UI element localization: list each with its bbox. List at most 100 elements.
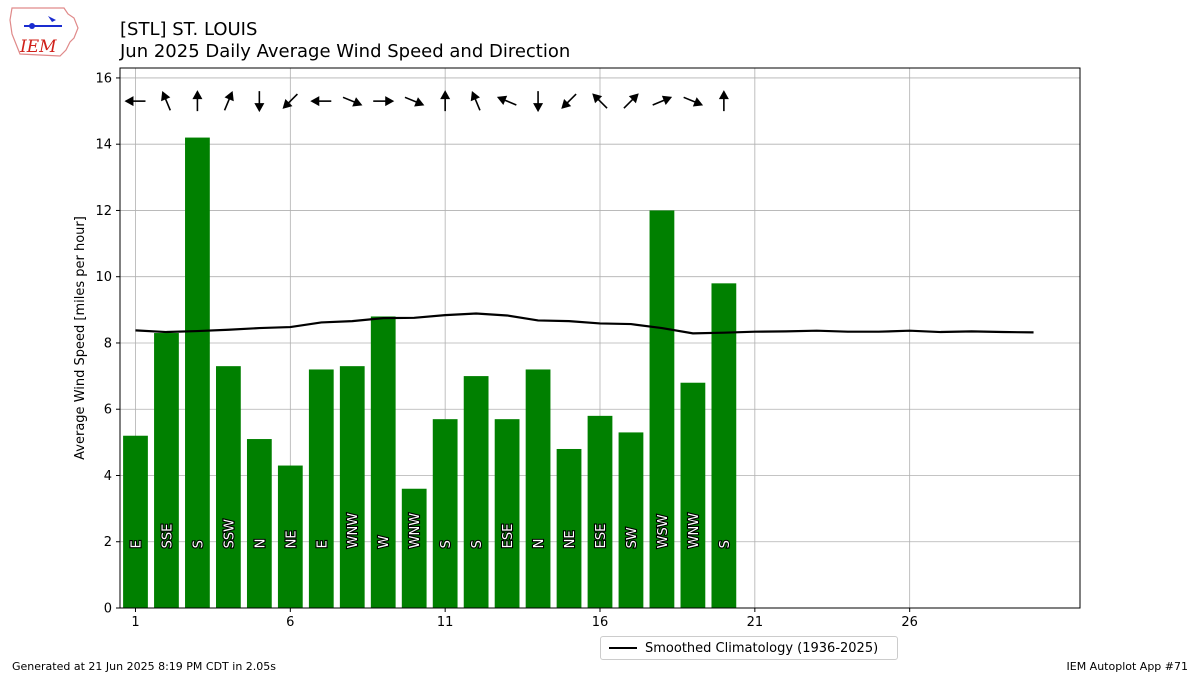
bar [370, 316, 396, 608]
bar [277, 465, 303, 608]
direction-label: WSW [656, 514, 671, 548]
bar [432, 419, 458, 608]
y-axis-label: Average Wind Speed [miles per hour] [73, 216, 88, 460]
axes [116, 67, 1081, 612]
direction-label: SSW [222, 519, 237, 549]
arrow-shaft [596, 97, 608, 109]
direction-label: N [253, 539, 268, 549]
chart-subtitle: Jun 2025 Daily Average Wind Speed and Di… [119, 41, 570, 62]
direction-arrows [124, 90, 729, 113]
arrow-shaft [404, 96, 419, 104]
y-tick-label: 12 [95, 204, 112, 219]
direction-arrow [623, 93, 639, 109]
bar [587, 415, 613, 608]
legend-line-swatch [609, 647, 637, 649]
direction-label: S [470, 540, 485, 548]
y-tick-label: 10 [95, 270, 112, 285]
direction-arrow [561, 93, 577, 109]
arrow-shaft [652, 98, 666, 106]
bar [246, 439, 272, 608]
bar-series [123, 137, 737, 609]
direction-label: WNW [408, 513, 423, 549]
bar [525, 369, 551, 608]
direction-label: WNW [346, 513, 361, 549]
direction-label: SSE [160, 524, 175, 549]
footer-app-id: IEM Autoplot App #71 [1066, 660, 1189, 673]
arrow-shaft [503, 98, 517, 106]
iem-logo: IEM [9, 7, 79, 57]
y-tick-label: 6 [104, 403, 112, 418]
arrow-head-icon [692, 97, 704, 107]
y-tick-label: 14 [95, 138, 112, 153]
arrow-head-icon [533, 103, 544, 113]
bar [154, 333, 179, 608]
logo-station-icon [29, 23, 35, 29]
arrow-head-icon [661, 95, 673, 105]
direction-arrow [592, 93, 608, 109]
x-tick-label: 26 [901, 615, 918, 630]
arrow-head-icon [310, 96, 320, 107]
arrow-shaft [683, 96, 697, 104]
direction-arrow [342, 96, 363, 107]
bar [618, 432, 644, 608]
direction-label: E [315, 540, 330, 548]
bar [649, 210, 675, 609]
arrow-head-icon [161, 90, 171, 102]
y-tick-label: 2 [104, 535, 112, 550]
x-tick-label: 11 [437, 615, 454, 630]
bar [494, 419, 520, 608]
direction-label: N [532, 539, 547, 549]
direction-label: W [377, 535, 392, 548]
arrow-head-icon [385, 96, 395, 107]
bar [401, 488, 427, 608]
arrow-shaft [473, 97, 481, 111]
arrow-head-icon [124, 96, 134, 107]
direction-arrow [223, 90, 234, 111]
climatology-line [135, 312, 1034, 335]
chart-title: [STL] ST. LOUIS [120, 19, 257, 40]
direction-arrow [470, 90, 481, 111]
x-tick-label: 1 [131, 615, 139, 630]
arrow-head-icon [470, 90, 480, 102]
arrow-shaft [623, 97, 635, 109]
bar [339, 366, 365, 608]
direction-label: ESE [501, 524, 516, 549]
arrow-shaft [223, 97, 231, 111]
bar [216, 366, 241, 608]
direction-arrow [192, 90, 203, 112]
arrow-shaft [565, 93, 577, 105]
direction-arrow [652, 95, 673, 106]
bar [711, 283, 737, 608]
legend: Smoothed Climatology (1936-2025) [600, 636, 898, 660]
direction-arrow [404, 96, 425, 107]
direction-label: S [718, 540, 733, 548]
bar [556, 448, 582, 608]
legend-climatology-label: Smoothed Climatology (1936-2025) [645, 640, 879, 656]
y-tick-label: 0 [104, 602, 112, 617]
direction-label: NE [284, 530, 299, 548]
logo-text: IEM [19, 37, 57, 57]
arrow-shaft [164, 97, 172, 111]
direction-label: ESE [594, 524, 609, 549]
bar [185, 137, 210, 608]
arrow-head-icon [718, 90, 729, 100]
direction-arrow [161, 90, 172, 111]
direction-label: WNW [687, 513, 702, 549]
bar [308, 369, 334, 608]
direction-labels: E SSE S SSW N NE E WNW W WNW S S ESE N NE ESE SW WSW WNW S [128, 512, 734, 550]
direction-arrow [124, 96, 146, 107]
direction-label: S [191, 540, 206, 548]
direction-arrow [440, 90, 451, 112]
y-tick-label: 4 [104, 469, 112, 484]
arrow-head-icon [414, 97, 425, 107]
bar [123, 435, 148, 608]
arrow-head-icon [224, 90, 234, 102]
direction-arrow [373, 96, 395, 107]
arrow-head-icon [592, 93, 603, 104]
state-outline-icon [9, 7, 79, 57]
arrow-head-icon [192, 90, 203, 100]
direction-label: E [129, 540, 144, 548]
logo-arrow-icon [48, 16, 56, 22]
direction-arrow [718, 90, 729, 112]
